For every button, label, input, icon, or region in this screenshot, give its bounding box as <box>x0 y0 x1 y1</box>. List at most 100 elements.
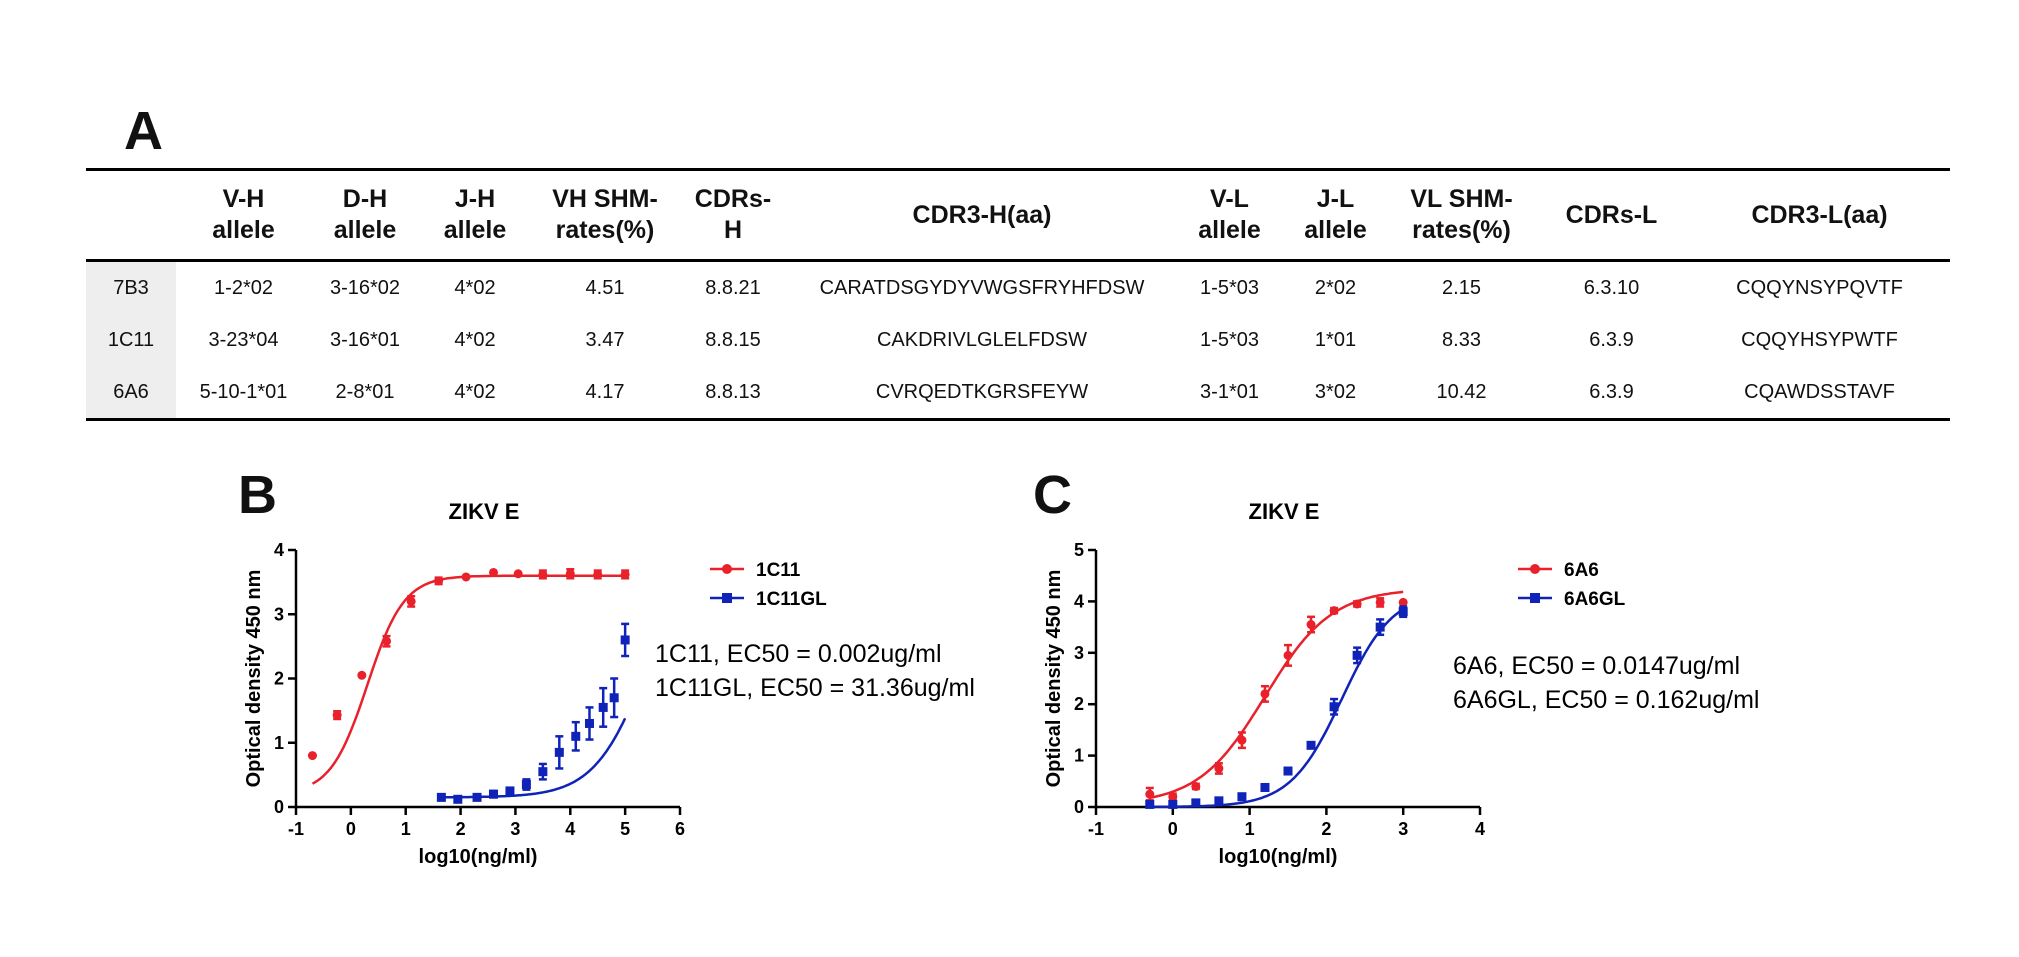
y-tick-label: 2 <box>274 669 284 689</box>
data-point <box>571 731 581 741</box>
column-header <box>86 170 176 261</box>
ec50-annotation: 6A6, EC50 = 0.0147ug/ml <box>1453 652 1740 680</box>
data-point <box>584 718 594 728</box>
table-cell: 3-23*04 <box>208 328 279 351</box>
data-point <box>1398 607 1408 617</box>
data-point <box>521 780 531 790</box>
table-cell: 8.8.15 <box>705 328 761 351</box>
table-cell: CQAWDSSTAVF <box>1744 380 1895 403</box>
table-cell: 3.47 <box>585 328 625 351</box>
column-header: J-H allele <box>443 185 507 244</box>
data-point <box>1375 597 1385 607</box>
data-point <box>513 569 523 579</box>
x-tick-label: 2 <box>456 819 466 839</box>
data-point <box>1214 796 1224 806</box>
ec50-annotation: 1C11, EC50 = 0.002ug/ml <box>655 640 942 668</box>
ec50-annotation: 6A6GL, EC50 = 0.162ug/ml <box>1453 686 1759 714</box>
data-point <box>357 670 367 680</box>
row-header-cell: 7B3 <box>86 260 176 314</box>
x-tick-label: 3 <box>1398 819 1408 839</box>
y-tick-label: 2 <box>1074 694 1084 714</box>
table-cell: 1*01 <box>1314 328 1357 351</box>
data-point <box>436 792 446 802</box>
column-header: CDRs-L <box>1565 200 1658 229</box>
table-cell: 1-5*03 <box>1200 328 1259 351</box>
row-header-cell: 6A6 <box>86 366 176 420</box>
column-header: CDRs- H <box>694 185 772 244</box>
data-point <box>1352 650 1362 660</box>
y-tick-label: 1 <box>1074 746 1084 766</box>
series-6a6gl <box>1145 605 1408 809</box>
data-point <box>434 576 444 586</box>
table-cell: 6.3.9 <box>1589 328 1634 351</box>
data-point <box>538 767 548 777</box>
table-cell: 2*02 <box>1314 276 1357 299</box>
legend-label: 1C11GL <box>756 589 827 610</box>
table-cell: 4*02 <box>454 276 496 299</box>
data-point <box>461 572 471 582</box>
x-tick-label: -1 <box>1088 819 1104 839</box>
legend-item-6a6: 6A6 <box>1518 560 1599 581</box>
x-tick-label: 1 <box>1245 819 1255 839</box>
data-point <box>620 635 630 645</box>
antibody-gene-table: V-H allele D-H allele J-H allele VH SHM-rates(… <box>86 168 1950 421</box>
y-tick-label: 0 <box>1074 797 1084 817</box>
table-cell: 3-16*02 <box>329 276 401 299</box>
legend-item-1c11: 1C11 <box>710 560 801 581</box>
data-point <box>1375 622 1385 632</box>
data-point <box>472 792 482 802</box>
data-point <box>332 710 342 720</box>
fit-curve-1c11gl <box>441 717 627 799</box>
y-tick-label: 1 <box>274 733 284 753</box>
table-cell: 4.17 <box>585 380 625 403</box>
data-point <box>1237 735 1247 745</box>
table-cell: 8.8.13 <box>705 380 761 403</box>
data-point <box>554 747 564 757</box>
data-point <box>598 702 608 712</box>
panel-label-c: C <box>1033 465 1072 525</box>
table-row: 6A6 5-10-1*01 2-8*01 4*02 4.17 8.8.13 CVRQEDTK… <box>86 366 1950 420</box>
table-cell: CQQYNSYPQVTF <box>1736 276 1903 299</box>
chart-title: ZIKV E <box>449 499 520 524</box>
x-axis-label: log10(ng/ml) <box>419 846 538 868</box>
table-body: 7B3 1-2*02 3-16*02 4*02 4.51 8.8.21 CARATDSGYD… <box>86 260 1950 420</box>
data-point <box>1191 798 1201 808</box>
column-header: J-L allele <box>1304 185 1367 244</box>
y-axis-label: Optical density 450 nm <box>1043 570 1065 788</box>
data-point <box>1398 597 1408 607</box>
legend-label: 6A6 <box>1564 560 1599 581</box>
series-6a6 <box>1145 590 1408 802</box>
data-point <box>382 636 392 646</box>
table-cell: 2-8*01 <box>335 380 395 403</box>
table-cell: 1-2*02 <box>214 276 273 299</box>
table-cell: 10.42 <box>1436 380 1487 403</box>
x-tick-label: 0 <box>1168 819 1178 839</box>
x-tick-label: 5 <box>620 819 630 839</box>
data-point <box>1260 689 1270 699</box>
column-header: VH SHM-rates(%) <box>552 185 658 244</box>
table-cell: CQQYHSYPWTF <box>1741 328 1898 351</box>
column-header: D-H allele <box>333 185 397 244</box>
legend-item-6a6gl: 6A6GL <box>1518 589 1626 610</box>
data-point <box>1214 763 1224 773</box>
table-cell: 6.3.9 <box>1589 380 1634 403</box>
table-cell: 4*02 <box>454 328 496 351</box>
data-point <box>1145 799 1155 809</box>
column-header: VL SHM-rates(%) <box>1410 185 1513 244</box>
x-tick-label: 2 <box>1321 819 1331 839</box>
y-axis-label: Optical density 450 nm <box>243 570 265 788</box>
x-tick-label: 3 <box>510 819 520 839</box>
legend-item-1c11gl: 1C11GL <box>710 589 827 610</box>
data-point <box>1237 792 1247 802</box>
table-cell: 3-16*01 <box>329 328 401 351</box>
data-point <box>538 569 548 579</box>
legend-marker <box>1530 593 1540 603</box>
data-point <box>453 794 463 804</box>
x-tick-label: 6 <box>675 819 685 839</box>
table-cell: 2.15 <box>1442 276 1481 299</box>
fit-curve-1c11 <box>311 574 626 785</box>
table-row: 7B3 1-2*02 3-16*02 4*02 4.51 8.8.21 CARATDSGYD… <box>86 260 1950 314</box>
data-point <box>1306 620 1316 630</box>
x-tick-label: 4 <box>565 819 575 839</box>
data-point <box>505 786 515 796</box>
